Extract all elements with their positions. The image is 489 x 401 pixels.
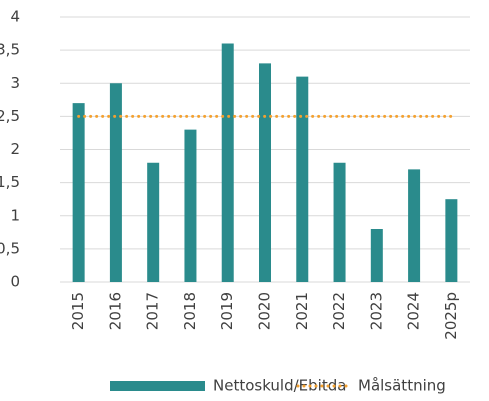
bar bbox=[259, 63, 271, 282]
y-tick-label: 0,5 bbox=[0, 239, 20, 257]
y-tick-label: 2 bbox=[10, 140, 20, 158]
bar bbox=[296, 76, 309, 282]
legend-label: Målsättning bbox=[358, 377, 446, 395]
x-tick-label: 2016 bbox=[106, 292, 124, 330]
bar bbox=[445, 199, 458, 282]
x-tick-label: 2025p bbox=[442, 292, 460, 340]
x-tick-label: 2024 bbox=[405, 292, 423, 330]
x-tick-label: 2015 bbox=[69, 292, 87, 330]
bar bbox=[72, 103, 85, 282]
bar bbox=[109, 83, 122, 282]
y-tick-label: 4 bbox=[10, 8, 20, 26]
x-tick-label: 2023 bbox=[367, 292, 385, 330]
y-tick-label: 0 bbox=[10, 273, 20, 291]
x-tick-label: 2017 bbox=[144, 292, 162, 330]
y-tick-label: 2,5 bbox=[0, 107, 20, 125]
y-tick-label: 3,5 bbox=[0, 41, 20, 59]
x-tick-label: 2020 bbox=[256, 292, 274, 330]
y-tick-label: 3 bbox=[10, 74, 20, 92]
bar bbox=[147, 162, 160, 282]
x-tick-label: 2019 bbox=[218, 292, 236, 330]
bar bbox=[333, 162, 346, 282]
legend-swatch bbox=[110, 381, 205, 391]
bar bbox=[370, 229, 383, 282]
bar bbox=[408, 169, 421, 282]
bar bbox=[184, 129, 197, 282]
bar bbox=[221, 43, 234, 282]
x-tick-label: 2018 bbox=[181, 292, 199, 330]
y-tick-label: 1 bbox=[10, 206, 20, 224]
y-tick-label: 1,5 bbox=[0, 173, 20, 191]
x-tick-label: 2022 bbox=[330, 292, 348, 330]
legend-label: Nettoskuld/Ebitda bbox=[213, 377, 346, 395]
x-tick-label: 2021 bbox=[293, 292, 311, 330]
